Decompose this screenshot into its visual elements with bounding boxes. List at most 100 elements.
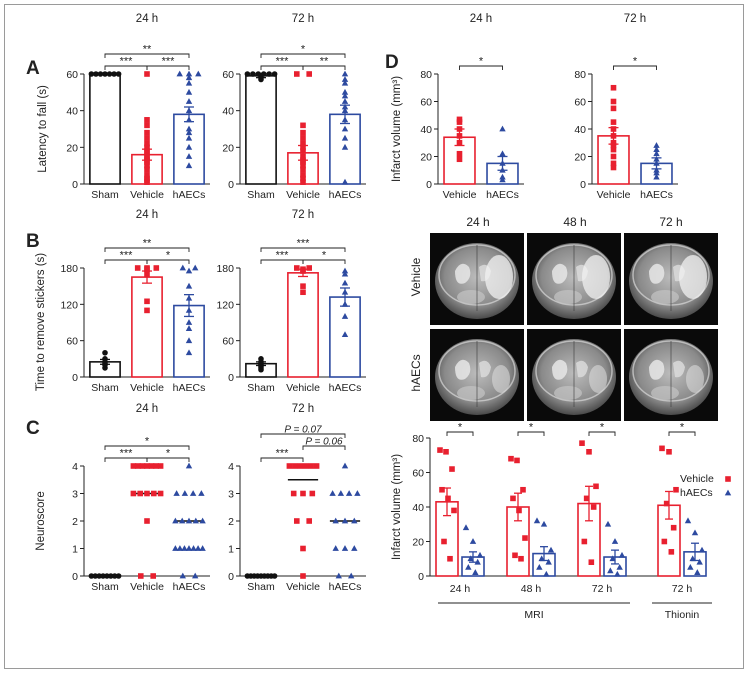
data-point-haecs	[332, 545, 339, 551]
data-point-vehicle	[670, 524, 677, 531]
data-point-vehicle	[661, 538, 668, 545]
data-point-vehicle	[447, 555, 453, 562]
y-tick-label: 1	[72, 544, 78, 556]
data-point-haecs	[199, 517, 206, 524]
significance-label: P = 0.06	[305, 437, 343, 448]
data-point-haecs	[341, 313, 349, 319]
data-point-haecs	[185, 462, 193, 469]
data-point-vehicle	[144, 271, 150, 277]
y-tick-label: 20	[222, 142, 234, 154]
data-point-haecs	[694, 569, 701, 575]
panel-label-d: D	[385, 52, 399, 73]
data-point-sham	[102, 356, 108, 362]
x-tick-label: hAECs	[640, 189, 673, 201]
data-point-sham	[88, 71, 95, 77]
y-axis-label: Infarct volume (mm³)	[391, 454, 403, 560]
y-tick-label: 0	[72, 179, 78, 191]
data-point-haecs	[341, 92, 349, 99]
data-point-vehicle	[610, 139, 617, 146]
significance-bracket	[517, 431, 545, 436]
data-point-haecs	[696, 558, 703, 565]
data-point-haecs	[341, 545, 349, 551]
data-point-haecs	[351, 545, 358, 551]
data-point-sham	[102, 349, 108, 356]
y-tick-label: 60	[420, 97, 432, 109]
y-tick-label: 20	[412, 537, 424, 549]
data-point-vehicle	[297, 463, 304, 469]
x-tick-label: Sham	[247, 581, 275, 593]
significance-bracket	[459, 65, 503, 70]
data-point-vehicle	[300, 283, 306, 289]
significance-bracket	[668, 431, 696, 436]
y-tick-label: 60	[222, 336, 234, 348]
data-point-vehicle	[144, 117, 150, 123]
data-point-vehicle	[144, 129, 150, 136]
mri-col-label-24h: 24 h	[466, 215, 489, 229]
data-point-vehicle	[300, 122, 306, 129]
data-point-vehicle	[508, 455, 514, 462]
data-point-vehicle	[134, 265, 141, 271]
data-point-haecs	[329, 490, 336, 496]
data-point-haecs	[185, 545, 193, 551]
data-point-haecs	[341, 267, 349, 274]
data-point-vehicle	[151, 490, 157, 497]
data-point-haecs	[179, 572, 186, 579]
y-tick-label: 0	[426, 179, 432, 191]
x-tick-label: hAECs	[329, 581, 362, 593]
data-point-haecs	[332, 517, 339, 524]
chart-title: 24 h	[470, 13, 492, 25]
y-tick-label: 60	[574, 97, 586, 109]
data-point-vehicle	[308, 463, 314, 469]
significance-label: ***	[120, 448, 134, 460]
data-point-vehicle	[313, 463, 320, 469]
significance-bracket	[588, 431, 616, 436]
data-point-vehicle	[157, 490, 164, 497]
data-point-vehicle	[610, 84, 617, 91]
data-point-vehicle	[294, 265, 300, 271]
y-tick-label: 180	[60, 263, 78, 275]
data-point-haecs	[540, 520, 548, 527]
y-tick-label: 80	[412, 433, 424, 445]
data-point-haecs	[616, 563, 623, 570]
y-tick-label: 40	[66, 106, 78, 118]
y-tick-label: 80	[420, 69, 432, 81]
data-point-haecs	[653, 173, 660, 180]
data-point-vehicle	[153, 463, 159, 469]
data-point-haecs	[172, 545, 179, 551]
legend-label-vehicle: Vehicle	[680, 473, 714, 485]
data-point-haecs	[476, 551, 484, 558]
data-point-vehicle	[306, 71, 312, 77]
data-point-vehicle	[441, 538, 447, 545]
significance-label: ***	[276, 448, 290, 460]
data-point-haecs	[341, 178, 349, 185]
mri-image-haecs-24h	[430, 329, 524, 421]
x-tick-label: Vehicle	[286, 382, 320, 394]
y-tick-label: 0	[228, 179, 234, 191]
data-point-haecs	[545, 558, 552, 565]
significance-label: P = 0.07	[284, 425, 322, 436]
data-point-haecs	[611, 538, 619, 544]
y-tick-label: 2	[72, 516, 78, 528]
data-point-haecs	[345, 490, 353, 496]
data-point-haecs	[341, 76, 349, 82]
x-tick-label: Vehicle	[286, 581, 320, 593]
data-point-vehicle	[610, 98, 617, 105]
data-point-vehicle	[309, 490, 316, 497]
data-point-sham	[97, 71, 104, 77]
significance-label: *	[166, 250, 171, 262]
data-point-haecs	[472, 569, 479, 575]
y-tick-label: 20	[66, 142, 78, 154]
data-point-haecs	[185, 125, 193, 132]
x-tick-label: hAECs	[486, 189, 519, 201]
data-point-haecs	[185, 517, 193, 524]
data-point-haecs	[185, 325, 193, 331]
significance-label: *	[479, 56, 484, 68]
data-point-sham	[115, 573, 122, 579]
data-point-haecs	[653, 150, 660, 157]
significance-bracket	[613, 65, 657, 70]
data-point-haecs	[689, 555, 696, 562]
data-point-haecs	[499, 166, 506, 173]
data-point-haecs	[341, 279, 349, 286]
